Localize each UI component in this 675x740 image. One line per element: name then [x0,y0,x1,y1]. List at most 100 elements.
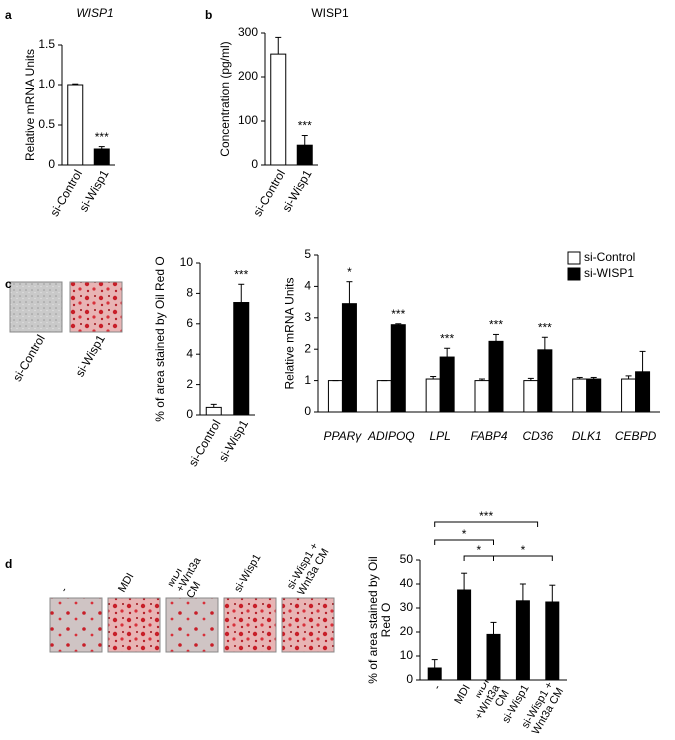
error-bar [346,281,353,304]
y-axis-label: Relative mRNA Units [22,48,37,162]
micrograph [223,597,277,653]
bar [523,380,539,413]
micrograph [49,597,103,653]
image-label: si-Wisp1 [72,332,108,380]
y-axis-label-box: Concentration (pg/ml) [217,41,232,157]
y-axis-label-box: % of area stained by Oil Red O [366,556,393,684]
legend-label: si-WISP1 [584,266,634,280]
bar [586,378,602,413]
y-axis-label-box: Relative mRNA Units [282,277,297,390]
legend-label: si-Control [584,250,635,264]
error-bar [395,323,402,325]
x-tick-label: LPL [429,429,450,443]
y-tick-label: 1.0 [38,77,55,91]
y-tick-label: 2 [304,341,311,355]
bar [474,380,490,413]
x-tick-label: CD36 [523,429,554,443]
significance-bracket [493,555,553,561]
bar [621,378,637,413]
y-axis-label: Relative mRNA Units [282,277,297,390]
y-axis-label-box: Relative mRNA Units [22,48,37,162]
y-tick-label: 0 [186,407,193,421]
y-tick-label: 2 [186,377,193,391]
error-bar [479,378,485,381]
y-axis-label: % of area stained by Oil Red O [152,256,167,422]
image-label: si-Wisp1 [232,552,264,595]
significance-label: *** [489,318,503,332]
error-bar [301,135,308,146]
bar [457,589,472,681]
x-tick-label: ADIPOQ [367,429,415,443]
image-label-box: si-Wisp1 [232,552,264,595]
significance-label: * [521,543,526,557]
significance-bracket [434,521,539,527]
y-axis-label-box: % of area stained by Oil Red O [152,256,167,422]
y-tick-label: 0 [406,672,413,686]
panel-label: a [5,8,12,22]
error-bar [210,403,217,408]
y-tick-label: 3 [304,310,311,324]
significance-bracket [434,539,494,545]
y-tick-label: 40 [400,576,414,590]
image-label-box: MDI [116,571,137,595]
y-tick-label: 50 [400,552,414,566]
bar [93,148,110,166]
image-label-box: MDI +Wnt3a CM [167,555,204,599]
error-bar [519,583,526,601]
legend-swatch [567,251,581,265]
y-axis-label: Concentration (pg/ml) [217,41,232,157]
bar [296,144,313,166]
image-label: MDI [116,571,137,595]
x-tick-label: DLK1 [572,429,602,443]
bar [486,633,501,681]
image-label-box: si-Control [9,332,48,384]
y-tick-label: 0 [304,404,311,418]
x-tick-label: FABP4 [470,429,507,443]
significance-label: *** [440,331,454,345]
image-label: MDI +Wnt3a CM [167,555,204,599]
significance-label: * [462,527,467,541]
x-tick-label: PPARγ [324,429,363,443]
bar [488,340,504,413]
micrograph [9,281,63,333]
error-bar [541,336,548,350]
y-tick-label: 4 [186,346,193,360]
image-label: - [58,585,71,595]
y-axis-label: % of area stained by Oil Red O [366,556,393,684]
y-tick-label: 10 [180,255,194,269]
y-tick-label: 300 [238,25,258,39]
bar [341,303,357,413]
image-label: si-Control [9,332,48,384]
bar [67,84,84,166]
error-bar [461,572,468,590]
micrograph [69,281,123,333]
y-tick-label: 30 [400,600,414,614]
bar [515,600,530,681]
error-bar [549,584,556,602]
bar [545,601,560,681]
error-bar [639,350,646,372]
error-bar [238,283,245,303]
bar [439,356,455,413]
significance-label: *** [234,267,248,281]
panel-label: b [205,8,212,22]
y-tick-label: 0 [251,157,258,171]
bar [635,371,651,413]
bar [427,667,442,681]
image-label-box: si-Wisp1 + Wnt3a CM [285,540,332,598]
significance-label: * [476,543,481,557]
error-bar [493,333,499,342]
y-tick-label: 8 [186,286,193,300]
image-label: si-Wisp1 + Wnt3a CM [285,540,332,598]
significance-label: *** [391,307,405,321]
error-bar [98,146,105,149]
images-d [49,597,335,653]
image-label-box: - [58,585,71,595]
error-bar [625,375,632,380]
error-bar [576,376,583,380]
significance-label: *** [479,509,493,523]
bar [425,378,441,413]
error-bar [430,376,437,380]
bar [390,324,406,413]
